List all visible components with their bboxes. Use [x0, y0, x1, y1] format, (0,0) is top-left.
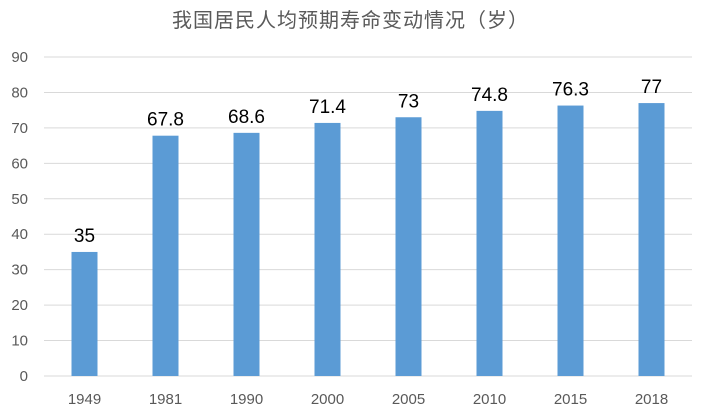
bar-2015 [557, 105, 584, 376]
bars [71, 103, 665, 377]
chart-title: 我国居民人均预期寿命变动情况（岁） [172, 8, 529, 32]
data-label-2015: 76.3 [552, 80, 589, 101]
data-label-2005: 73 [398, 91, 419, 112]
bar-1981 [152, 135, 179, 376]
data-label-2000: 71.4 [309, 97, 346, 118]
x-tick-label-1990: 1990 [230, 391, 263, 408]
bar-1990 [233, 132, 260, 376]
y-tick-label-90: 90 [11, 49, 28, 66]
bar-2010 [476, 110, 503, 377]
y-axis-ticks: 0 10 20 30 40 50 60 70 80 90 [11, 49, 28, 385]
data-label-2010: 74.8 [471, 85, 508, 106]
bar-2005 [395, 117, 422, 376]
data-label-2018: 77 [641, 77, 662, 98]
y-tick-label-10: 10 [11, 333, 28, 350]
x-tick-label-2000: 2000 [311, 391, 344, 408]
y-tick-label-40: 40 [11, 226, 28, 243]
data-label-1990: 68.6 [228, 107, 265, 128]
x-tick-label-2010: 2010 [473, 391, 506, 408]
bar-2000 [314, 122, 341, 376]
bar-1949 [71, 251, 98, 376]
gridlines [44, 56, 692, 377]
data-label-1949: 35 [74, 226, 95, 247]
x-tick-label-1981: 1981 [149, 391, 182, 408]
x-axis-ticks: 1949 1981 1990 2000 2005 2010 2015 2018 [68, 391, 668, 408]
y-tick-label-20: 20 [11, 297, 28, 314]
x-tick-label-2018: 2018 [635, 391, 668, 408]
y-tick-label-30: 30 [11, 262, 28, 279]
data-label-1981: 67.8 [147, 110, 184, 131]
y-tick-label-70: 70 [11, 120, 28, 137]
y-tick-label-60: 60 [11, 155, 28, 172]
data-labels: 35 67.8 68.6 71.4 73 74.8 76.3 77 [74, 77, 662, 247]
bar-2018 [638, 103, 665, 377]
x-tick-label-2005: 2005 [392, 391, 425, 408]
y-tick-label-0: 0 [20, 368, 28, 385]
x-tick-label-2015: 2015 [554, 391, 587, 408]
y-tick-label-50: 50 [11, 191, 28, 208]
y-tick-label-80: 80 [11, 84, 28, 101]
x-tick-label-1949: 1949 [68, 391, 101, 408]
